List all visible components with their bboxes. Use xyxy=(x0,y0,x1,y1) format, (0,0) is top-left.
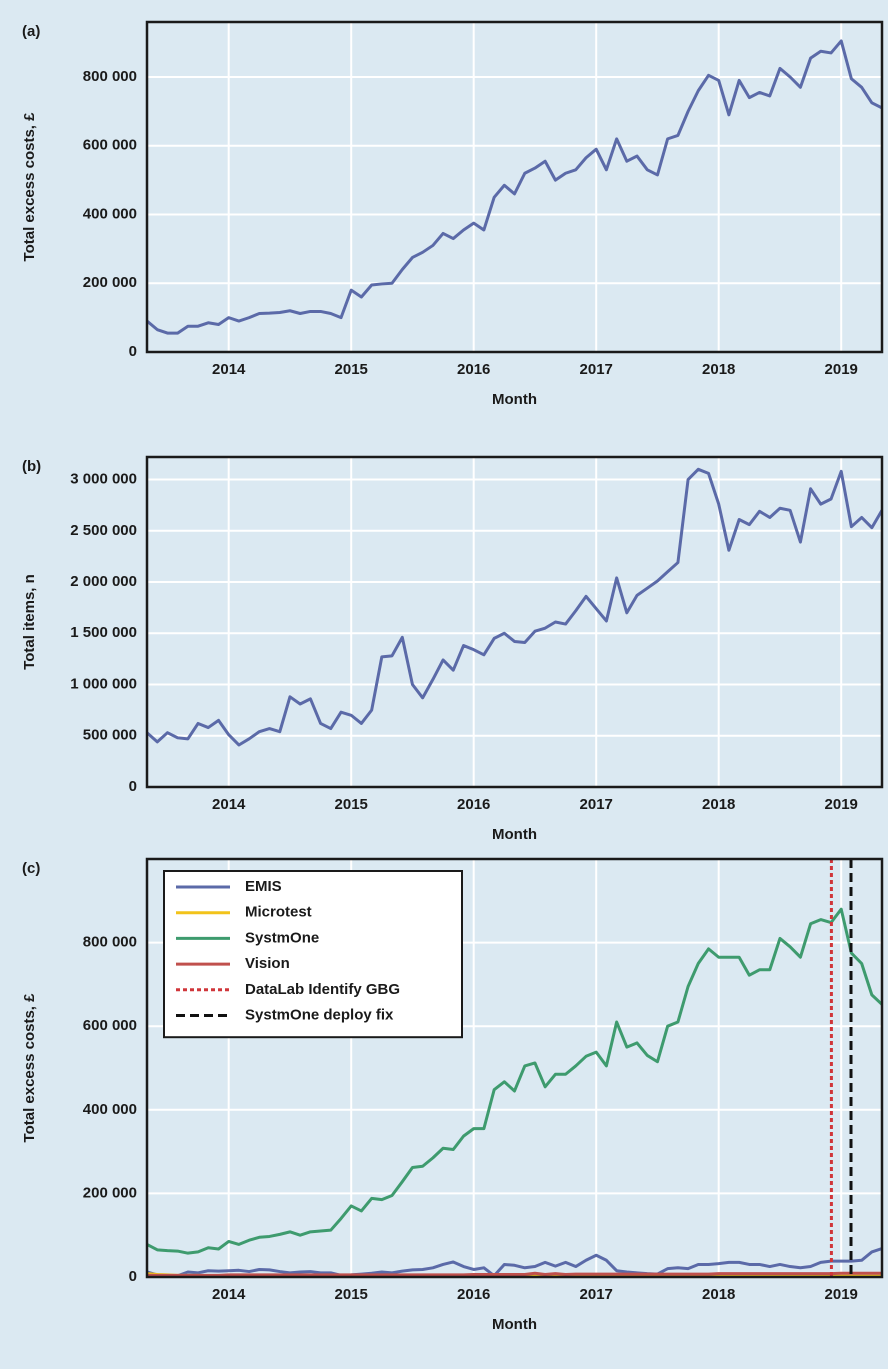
x-tick-label: 2016 xyxy=(457,1286,490,1303)
data-line xyxy=(147,1247,882,1277)
y-tick-label: 1 000 000 xyxy=(70,675,137,692)
legend-label: SystmOne xyxy=(245,929,319,946)
y-tick-label: 1 500 000 xyxy=(70,624,137,641)
y-tick-label: 2 000 000 xyxy=(70,573,137,590)
y-tick-label: 600 000 xyxy=(83,137,137,154)
x-tick-label: 2015 xyxy=(335,796,368,813)
plot-area xyxy=(147,22,882,352)
x-tick-label: 2019 xyxy=(825,1286,858,1303)
x-tick-label: 2014 xyxy=(212,1286,246,1303)
y-tick-label: 0 xyxy=(129,343,137,360)
plot-border xyxy=(145,455,884,789)
x-tick-label: 2017 xyxy=(580,796,613,813)
data-line xyxy=(147,39,882,335)
panel-label: (b) xyxy=(22,458,41,475)
y-tick-label: 400 000 xyxy=(83,1101,137,1118)
legend-label: EMIS xyxy=(245,878,282,895)
plot-border xyxy=(145,20,884,354)
y-axis-label: Total excess costs, £ xyxy=(21,112,38,262)
y-tick-label: 600 000 xyxy=(83,1017,137,1034)
y-tick-label: 200 000 xyxy=(83,274,137,291)
x-tick-label: 2014 xyxy=(212,796,246,813)
legend-label: Vision xyxy=(245,955,290,972)
plot-area xyxy=(147,457,882,787)
x-axis-label: Month xyxy=(492,391,537,408)
y-tick-label: 0 xyxy=(129,1268,137,1285)
y-axis-label: Total items, n xyxy=(21,574,38,670)
x-tick-label: 2016 xyxy=(457,796,490,813)
y-tick-label: 500 000 xyxy=(83,727,137,744)
x-tick-label: 2015 xyxy=(335,1286,368,1303)
legend-label: DataLab Identify GBG xyxy=(245,981,400,998)
x-tick-label: 2017 xyxy=(580,1286,613,1303)
y-tick-label: 400 000 xyxy=(83,205,137,222)
x-axis-label: Month xyxy=(492,826,537,843)
y-tick-label: 200 000 xyxy=(83,1184,137,1201)
y-tick-label: 0 xyxy=(129,778,137,795)
x-tick-label: 2019 xyxy=(825,361,858,378)
x-tick-label: 2018 xyxy=(702,1286,735,1303)
plot-border xyxy=(145,857,884,1279)
x-tick-label: 2016 xyxy=(457,361,490,378)
y-tick-label: 800 000 xyxy=(83,68,137,85)
panel-label: (a) xyxy=(22,23,40,40)
legend-box xyxy=(163,870,463,1039)
x-tick-label: 2018 xyxy=(702,796,735,813)
x-tick-label: 2017 xyxy=(580,361,613,378)
data-line xyxy=(147,1271,882,1277)
x-tick-label: 2019 xyxy=(825,796,858,813)
data-line xyxy=(147,467,882,747)
panel-label: (c) xyxy=(22,860,40,877)
x-tick-label: 2015 xyxy=(335,361,368,378)
y-tick-label: 2 500 000 xyxy=(70,522,137,539)
x-tick-label: 2018 xyxy=(702,361,735,378)
y-tick-label: 3 000 000 xyxy=(70,471,137,488)
y-tick-label: 800 000 xyxy=(83,934,137,951)
y-axis-label: Total excess costs, £ xyxy=(21,993,38,1143)
legend-label: Microtest xyxy=(245,904,312,921)
x-axis-label: Month xyxy=(492,1316,537,1333)
data-line xyxy=(147,907,882,1255)
legend-label: SystmOne deploy fix xyxy=(245,1006,394,1023)
x-tick-label: 2014 xyxy=(212,361,246,378)
